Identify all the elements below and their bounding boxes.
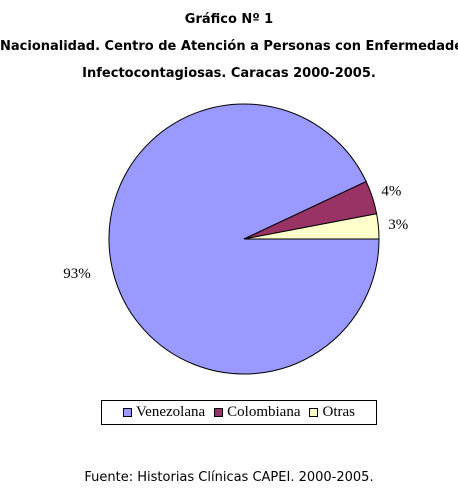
legend-item-otras: Otras [309,404,355,421]
chart-legend: Venezolana Colombiana Otras [101,400,377,425]
legend-item-colombiana: Colombiana [214,404,300,421]
chart-title-line-2: Nacionalidad. Centro de Atención a Perso… [0,39,458,54]
pie-slice-otras [243,213,380,240]
legend-label-venezolana: Venezolana [136,404,206,420]
legend-swatch-otras [309,408,319,417]
legend-label-otras: Otras [322,404,355,420]
slice-label-otras: 3% [388,217,408,233]
chart-title-line-3: Infectocontagiosas. Caracas 2000-2005. [82,66,376,81]
slice-label-venezolana: 93% [63,266,91,282]
chart-source: Fuente: Historias Clínicas CAPEI. 2000-2… [84,470,374,485]
legend-item-venezolana: Venezolana [123,404,205,421]
chart-title: Gráfico Nº 1 Nacionalidad. Centro de Ate… [0,6,458,87]
slice-label-colombiana: 4% [381,183,401,199]
legend-label-colombiana: Colombiana [227,404,301,420]
chart-title-line-1: Gráfico Nº 1 [184,12,274,27]
legend-swatch-venezolana [123,408,133,417]
legend-swatch-colombiana [214,408,224,417]
